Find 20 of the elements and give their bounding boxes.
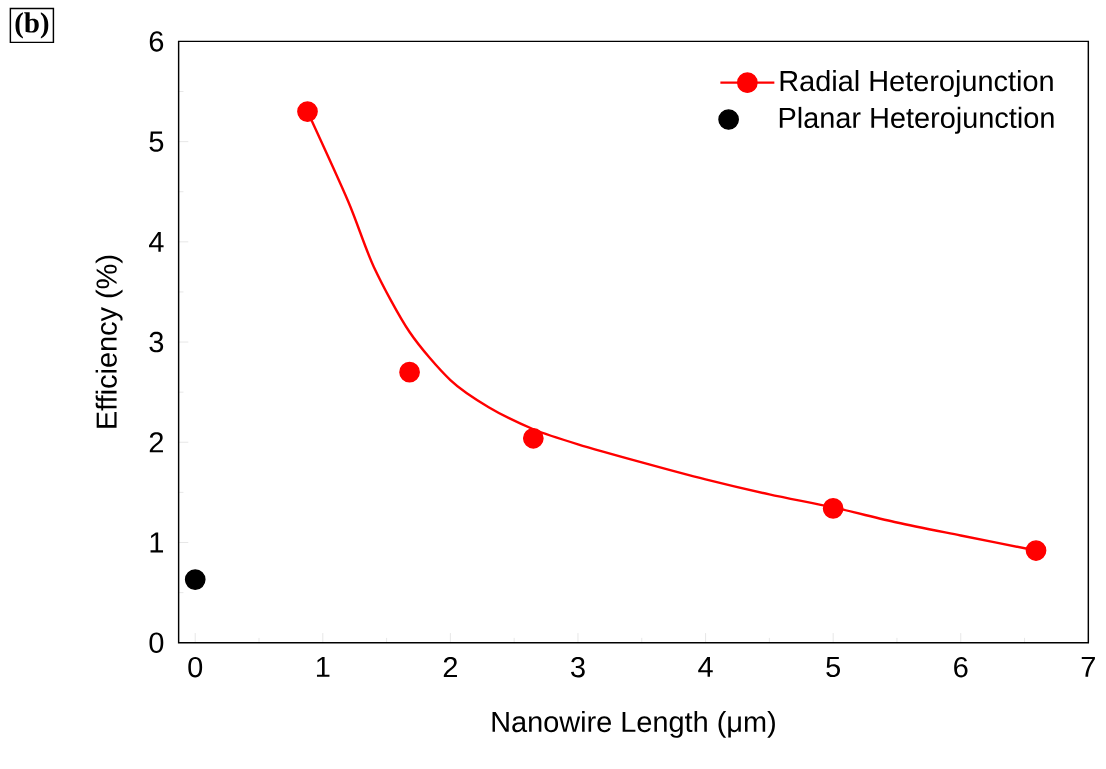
text: (b) bbox=[15, 12, 49, 39]
y-axis-title: Efficiency (%) bbox=[95, 255, 123, 428]
y-tick-label: 0 bbox=[149, 632, 164, 653]
x-tick-label: 6 bbox=[954, 656, 968, 678]
legend-label: Radial Heterojunction bbox=[780, 70, 1053, 97]
x-axis-title: Nanowire Length (μm) bbox=[492, 710, 775, 738]
legend-label: Planar Heterojunction bbox=[779, 106, 1054, 134]
x-tick-label: 2 bbox=[443, 656, 457, 678]
x-tick-label: 4 bbox=[698, 656, 713, 677]
x-tick-label: 1 bbox=[316, 656, 330, 677]
x-tick-label: 5 bbox=[826, 656, 840, 678]
y-tick-label: 1 bbox=[150, 532, 164, 553]
y-tick-label: 4 bbox=[149, 231, 164, 252]
y-tick-label: 3 bbox=[149, 331, 164, 353]
y-tick-label: 6 bbox=[149, 31, 164, 52]
y-tick-label: 5 bbox=[149, 131, 164, 152]
x-tick-label: 7 bbox=[1081, 656, 1095, 677]
x-tick-label: 3 bbox=[571, 656, 585, 678]
x-tick-label: 0 bbox=[188, 656, 203, 678]
y-tick-label: 2 bbox=[149, 432, 163, 453]
